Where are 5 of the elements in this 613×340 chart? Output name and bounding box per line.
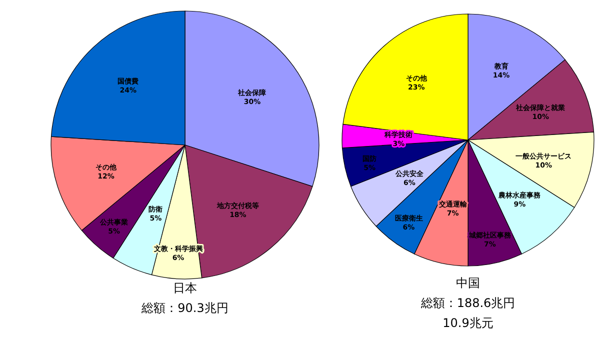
text: 総額：90.3兆円 [140, 301, 228, 315]
text: 中国 [456, 276, 480, 290]
text: 日本 [173, 281, 197, 295]
text: 総額：188.6兆円 [420, 296, 516, 310]
text: 10.9兆元 [442, 316, 494, 330]
